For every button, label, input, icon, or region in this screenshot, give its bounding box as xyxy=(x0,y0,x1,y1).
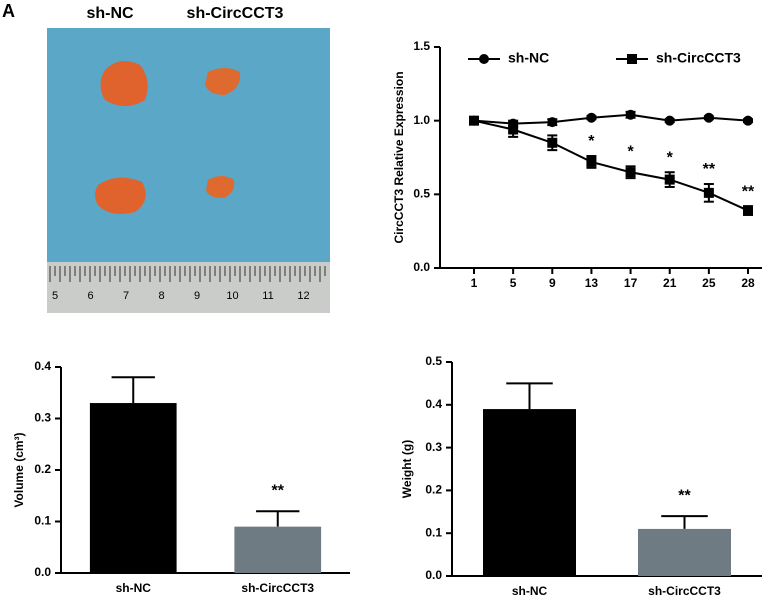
ruler-label: 12 xyxy=(297,290,309,302)
ruler-label: 6 xyxy=(87,290,93,302)
bar xyxy=(89,403,177,573)
marker xyxy=(664,115,675,126)
legend-marker xyxy=(479,54,489,64)
marker xyxy=(743,205,753,216)
line xyxy=(473,119,749,212)
x-tick-label: sh-NC xyxy=(116,581,152,595)
x-tick-label: 9 xyxy=(549,276,556,290)
tumor xyxy=(100,61,148,106)
bar xyxy=(483,409,576,576)
significance: * xyxy=(627,144,634,161)
y-tick-label: 0.2 xyxy=(425,483,442,497)
error-bar xyxy=(111,376,155,404)
y-tick-label: 0.0 xyxy=(413,260,430,274)
x-tick-label: 5 xyxy=(510,276,517,290)
y-tick-label: 1.0 xyxy=(413,113,430,127)
significance: ** xyxy=(742,183,755,200)
line xyxy=(473,113,749,125)
tumor xyxy=(205,68,241,95)
marker xyxy=(703,112,714,123)
x-tick-label: sh-CircCCT3 xyxy=(241,581,314,595)
y-tick-label: 0.3 xyxy=(34,411,51,425)
y-axis-label: CircCCT3 Relative Expression xyxy=(392,71,406,243)
y-tick-label: 0.0 xyxy=(34,565,51,579)
y-tick-label: 1.5 xyxy=(413,39,430,53)
photo xyxy=(47,28,330,313)
tumor xyxy=(206,176,235,198)
x-tick-label: 13 xyxy=(585,276,599,290)
x-tick-label: 28 xyxy=(741,276,755,290)
marker xyxy=(508,124,519,135)
marker xyxy=(703,187,714,198)
y-tick-label: 0.5 xyxy=(413,187,430,201)
y-tick-label: 0.1 xyxy=(34,514,51,528)
y-tick-label: 0.4 xyxy=(34,359,51,373)
ruler-label: 8 xyxy=(158,290,164,302)
marker xyxy=(547,117,558,128)
significance: ** xyxy=(272,482,285,499)
x-tick-label: 21 xyxy=(663,276,677,290)
ruler-label: 10 xyxy=(226,290,238,302)
tumor xyxy=(95,177,146,214)
y-tick-label: 0.2 xyxy=(34,462,51,476)
bar xyxy=(638,528,731,576)
marker xyxy=(664,174,675,185)
significance: * xyxy=(667,149,674,166)
ruler-label: 7 xyxy=(123,290,129,302)
x-tick-label: sh-CircCCT3 xyxy=(648,584,721,598)
ruler-label: 9 xyxy=(194,290,200,302)
ruler xyxy=(47,262,330,313)
significance: * xyxy=(588,133,595,150)
photo-label: sh-NC xyxy=(86,5,134,22)
marker xyxy=(625,109,636,120)
marker xyxy=(547,137,558,148)
x-tick-label: sh-NC xyxy=(512,584,548,598)
marker xyxy=(586,112,597,123)
x-tick-label: 17 xyxy=(624,276,638,290)
error-bar xyxy=(506,382,553,410)
y-axis-label: Volume (cm³) xyxy=(12,432,26,507)
marker xyxy=(625,167,636,178)
marker xyxy=(743,115,753,126)
y-tick-label: 0.1 xyxy=(425,525,442,539)
ruler-label: 5 xyxy=(52,290,58,302)
legend-label: sh-NC xyxy=(508,50,549,66)
x-tick-label: 1 xyxy=(471,276,478,290)
photo-label: sh-CircCCT3 xyxy=(187,5,284,22)
marker xyxy=(469,115,479,126)
ruler-label: 11 xyxy=(262,290,273,302)
marker xyxy=(586,156,597,167)
error-bar xyxy=(661,515,708,529)
x-tick-label: 25 xyxy=(702,276,716,290)
y-axis-label: Weight (g) xyxy=(400,440,414,498)
legend-marker xyxy=(627,54,637,64)
y-tick-label: 0.3 xyxy=(425,440,442,454)
y-tick-label: 0.5 xyxy=(425,354,442,368)
panel-label: A xyxy=(2,1,15,21)
y-tick-label: 0.4 xyxy=(425,397,442,411)
error-bar xyxy=(256,510,300,527)
legend-label: sh-CircCCT3 xyxy=(656,50,741,66)
bar xyxy=(234,526,322,573)
significance: ** xyxy=(703,161,716,178)
y-tick-label: 0.0 xyxy=(425,568,442,582)
significance: ** xyxy=(678,487,691,504)
